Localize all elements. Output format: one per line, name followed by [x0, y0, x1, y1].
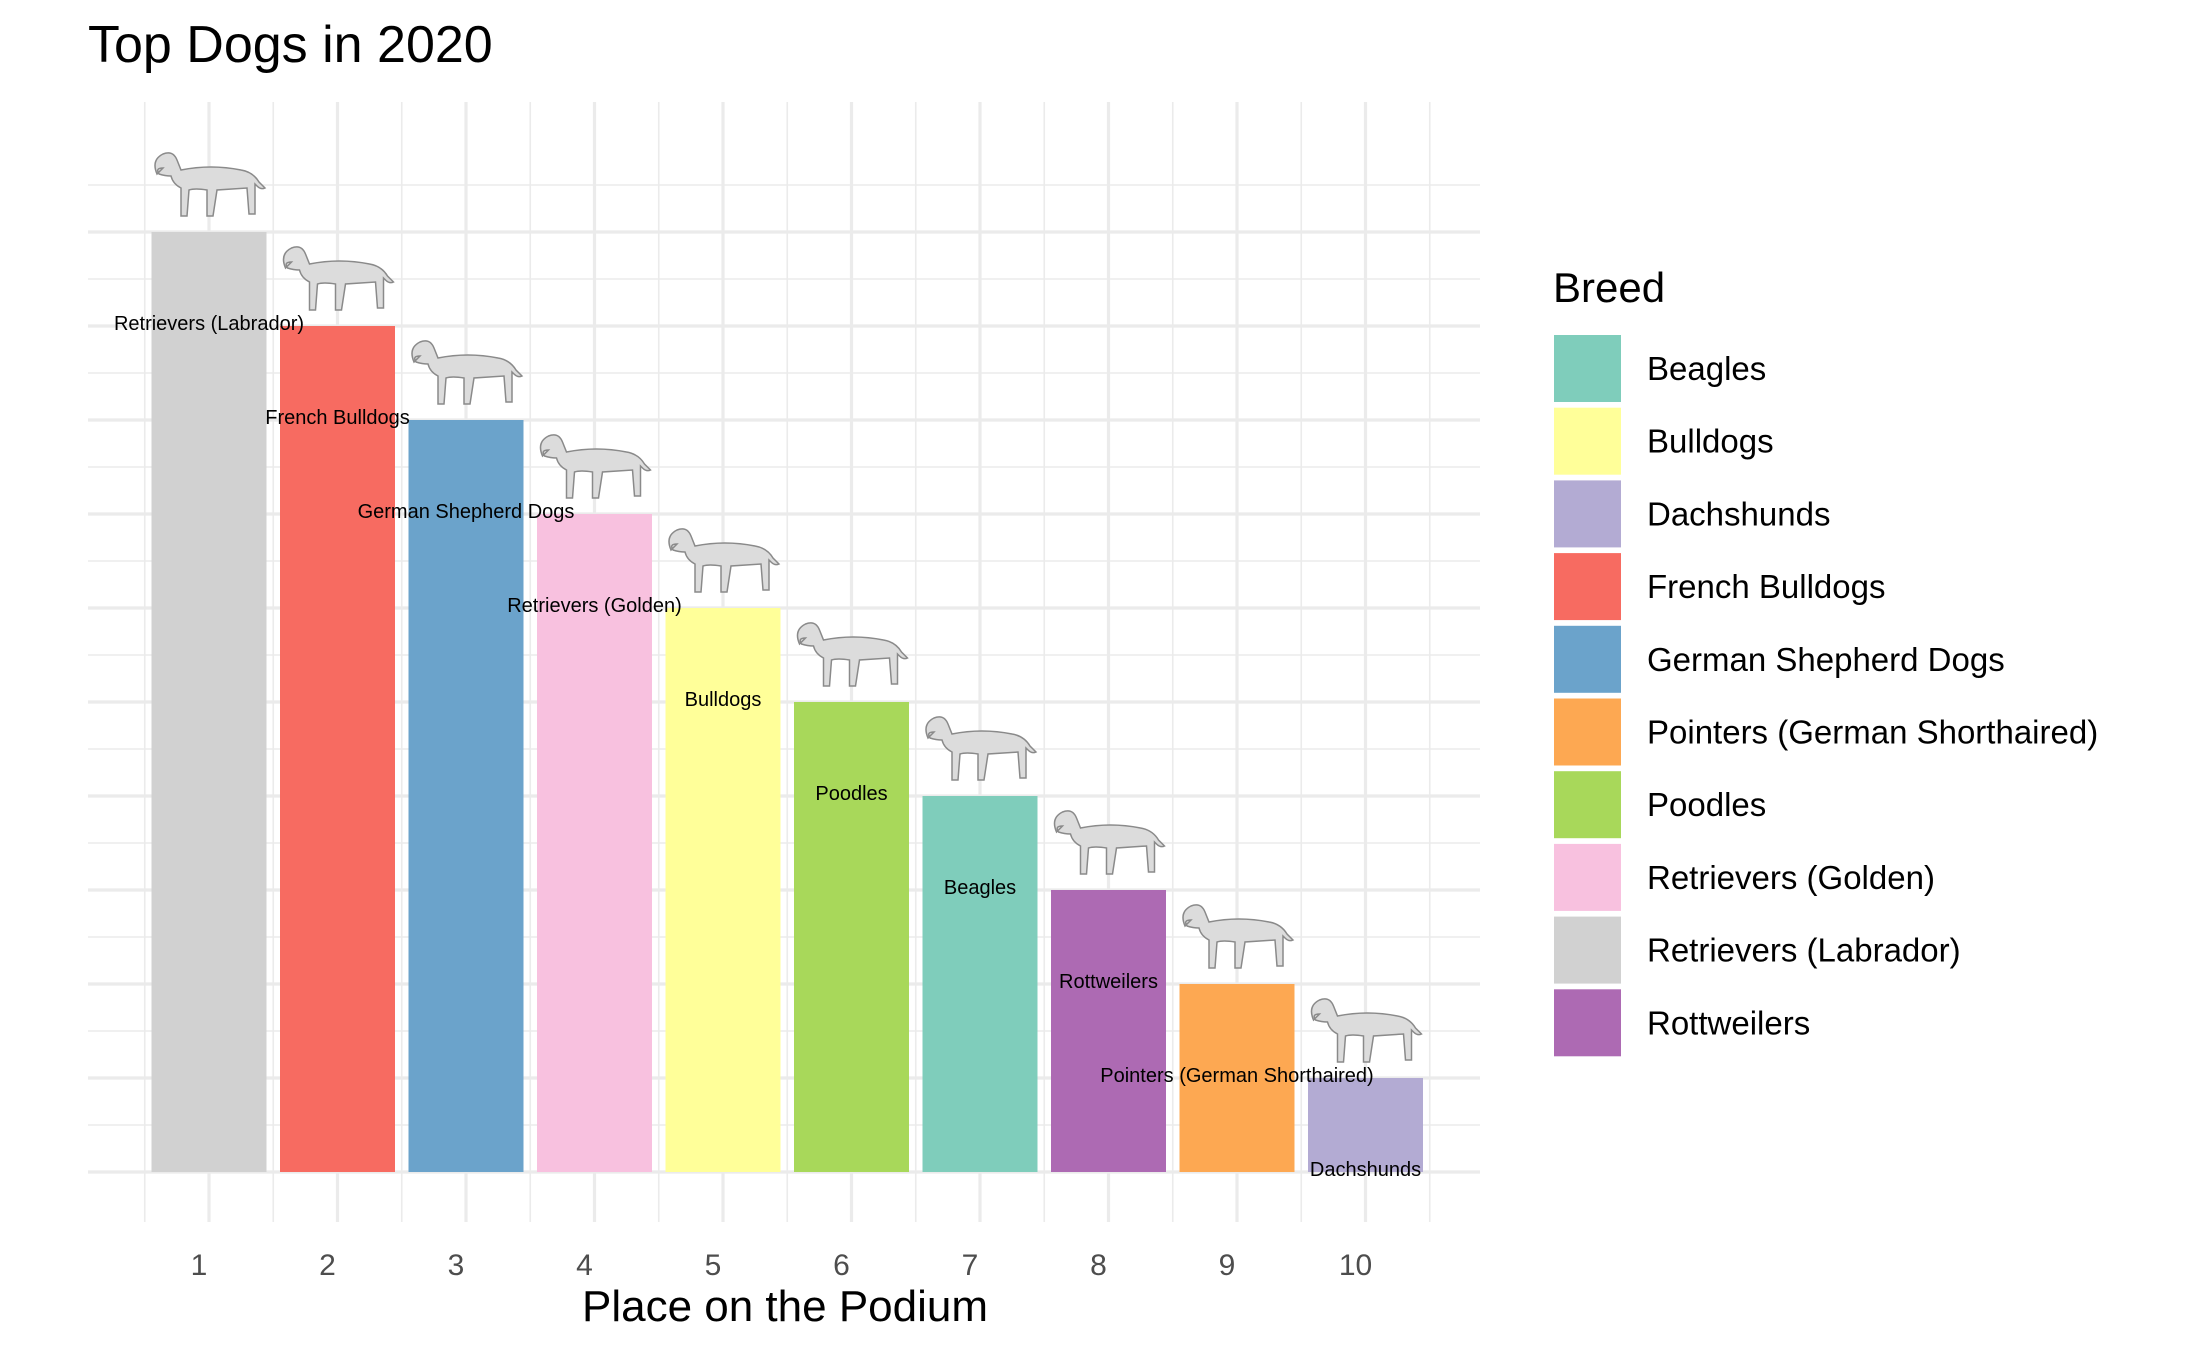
bar — [922, 796, 1038, 1172]
x-tick-label: 2 — [319, 1249, 336, 1282]
bar — [1179, 984, 1295, 1172]
legend: Breed Beagles Bulldogs Dachshunds French Bu… — [1553, 264, 2098, 1057]
bar — [408, 420, 524, 1172]
legend-label: German Shepherd Dogs — [1647, 641, 2005, 678]
dog-shape — [925, 716, 1038, 781]
bar-label: Pointers (German Shorthaired) — [1100, 1065, 1373, 1087]
legend-swatch — [1554, 480, 1621, 548]
dog-illustration — [668, 528, 781, 593]
bar — [794, 702, 909, 1172]
dog-shape — [796, 622, 909, 687]
dog-illustration — [1053, 810, 1166, 875]
legend-swatch — [1554, 698, 1621, 766]
x-tick-label: 5 — [705, 1249, 722, 1282]
dog-illustration — [1182, 904, 1295, 969]
x-axis-title: Place on the Podium — [582, 1282, 988, 1331]
x-tick-label: 1 — [191, 1249, 208, 1282]
bar-label: Retrievers (Golden) — [507, 595, 682, 617]
legend-label: Rottweilers — [1647, 1004, 1810, 1041]
legend-swatch — [1554, 771, 1621, 839]
legend-swatch — [1554, 916, 1621, 984]
bar-label: French Bulldogs — [265, 407, 410, 429]
dog-illustration — [154, 152, 267, 217]
dog-shape — [668, 528, 781, 593]
dog-shape — [1053, 810, 1166, 875]
bar — [665, 608, 781, 1172]
bar-labels: Retrievers (Labrador) French Bulldogs Germ… — [114, 313, 1421, 1181]
x-axis-ticks: 1 2 3 4 5 6 7 8 9 10 — [191, 1249, 1373, 1282]
dog-illustration — [411, 340, 524, 405]
chart-title: Top Dogs in 2020 — [88, 16, 493, 74]
legend-label: Retrievers (Golden) — [1647, 859, 1935, 896]
x-tick-label: 8 — [1090, 1249, 1107, 1282]
dog-shape — [1182, 904, 1295, 969]
x-tick-label: 4 — [576, 1249, 593, 1282]
dog-illustration — [796, 622, 909, 687]
legend-swatch — [1554, 407, 1621, 475]
bar — [151, 232, 267, 1172]
dog-illustration — [282, 246, 395, 311]
dog-shape — [154, 152, 267, 217]
bar — [537, 514, 652, 1172]
x-tick-label: 7 — [962, 1249, 979, 1282]
legend-label: Pointers (German Shorthaired) — [1647, 714, 2098, 751]
dog-illustration — [539, 434, 652, 499]
legend-title: Breed — [1553, 264, 1665, 311]
bar-label: Retrievers (Labrador) — [114, 313, 304, 335]
bar-label: German Shepherd Dogs — [358, 501, 575, 523]
bar — [1308, 1078, 1423, 1172]
legend-swatch — [1554, 335, 1621, 402]
dog-illustrations — [154, 152, 1423, 1063]
dog-illustration — [1310, 998, 1423, 1063]
legend-swatch — [1554, 625, 1621, 693]
x-tick-label: 6 — [833, 1249, 850, 1282]
bar-label: Beagles — [944, 877, 1016, 899]
x-tick-label: 9 — [1219, 1249, 1236, 1282]
bar-label: Dachshunds — [1310, 1159, 1421, 1181]
bars — [151, 232, 1423, 1172]
legend-label: French Bulldogs — [1647, 568, 1885, 605]
bar — [1051, 890, 1166, 1172]
legend-swatch — [1554, 843, 1621, 911]
legend-label: Bulldogs — [1647, 423, 1774, 460]
dog-shape — [282, 246, 395, 311]
legend-label: Beagles — [1647, 350, 1766, 387]
legend-swatch — [1554, 553, 1621, 621]
legend-label: Dachshunds — [1647, 495, 1830, 532]
x-tick-label: 10 — [1339, 1249, 1372, 1282]
bar — [280, 326, 395, 1172]
legend-label: Retrievers (Labrador) — [1647, 932, 1961, 969]
legend-swatch — [1554, 989, 1621, 1057]
dog-shape — [1310, 998, 1423, 1063]
dog-shape — [539, 434, 652, 499]
bar-label: Poodles — [815, 783, 887, 805]
dog-shape — [411, 340, 524, 405]
x-tick-label: 3 — [448, 1249, 465, 1282]
bar-label: Bulldogs — [685, 689, 762, 711]
dog-illustration — [925, 716, 1038, 781]
bar-label: Rottweilers — [1059, 971, 1158, 993]
legend-label: Poodles — [1647, 786, 1766, 823]
